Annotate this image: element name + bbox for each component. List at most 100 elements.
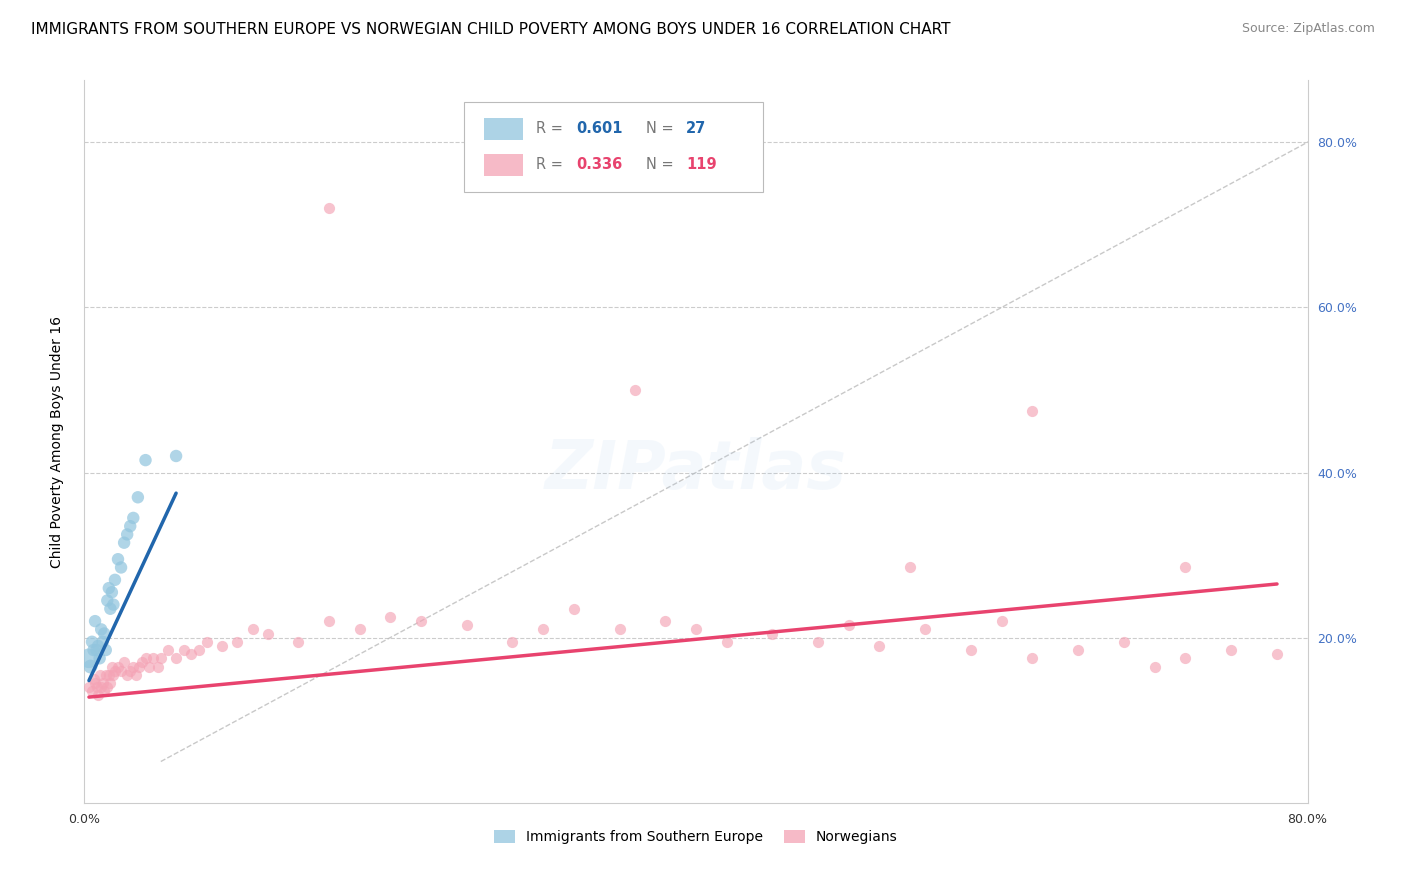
Point [115, 527, 138, 541]
Point [103, 598, 125, 612]
Point [1265, 647, 1288, 661]
Point [120, 664, 142, 678]
Point [127, 490, 149, 504]
Point [125, 668, 148, 682]
Point [97, 581, 120, 595]
Text: 27: 27 [686, 121, 706, 136]
Point [195, 634, 218, 648]
Y-axis label: Child Poverty Among Boys Under 16: Child Poverty Among Boys Under 16 [49, 316, 63, 567]
Point [101, 659, 124, 673]
Text: ZIPatlas: ZIPatlas [546, 437, 846, 503]
Text: 0.601: 0.601 [576, 121, 623, 136]
Point [188, 643, 211, 657]
Point [1067, 643, 1090, 657]
Point [349, 623, 371, 637]
Point [79, 659, 101, 673]
Point [287, 634, 309, 648]
Text: 0.336: 0.336 [576, 157, 623, 172]
Point [77, 680, 100, 694]
Point [87, 639, 110, 653]
Point [807, 634, 830, 648]
Point [135, 651, 157, 665]
Point [91, 634, 114, 648]
Point [149, 651, 172, 665]
Point [456, 618, 478, 632]
Point [409, 614, 432, 628]
Point [89, 668, 111, 682]
Point [502, 634, 524, 648]
Point [131, 656, 153, 670]
Point [90, 680, 112, 694]
FancyBboxPatch shape [464, 102, 763, 193]
Point [87, 689, 110, 703]
Point [110, 560, 132, 574]
Point [624, 383, 647, 397]
Point [562, 601, 585, 615]
Point [84, 676, 107, 690]
Point [226, 634, 249, 648]
Point [1220, 643, 1243, 657]
Point [914, 623, 936, 637]
Point [93, 684, 115, 698]
Point [173, 643, 195, 657]
Point [104, 664, 127, 678]
Point [96, 593, 118, 607]
Point [838, 618, 860, 632]
Point [211, 639, 233, 653]
Point [869, 639, 891, 653]
Point [83, 672, 105, 686]
Point [1143, 659, 1166, 673]
Text: 119: 119 [686, 157, 717, 172]
Point [80, 684, 103, 698]
Point [115, 668, 138, 682]
Text: N =: N = [645, 157, 678, 172]
Point [122, 659, 145, 673]
Point [242, 623, 264, 637]
Point [97, 668, 120, 682]
Point [157, 643, 180, 657]
Point [77, 651, 100, 665]
Point [107, 552, 129, 566]
Point [1174, 560, 1197, 574]
Text: R =: R = [536, 157, 567, 172]
Point [138, 659, 160, 673]
Point [90, 623, 112, 637]
Point [112, 535, 135, 549]
Point [165, 449, 187, 463]
Point [86, 680, 108, 694]
Point [103, 668, 125, 682]
Point [960, 643, 983, 657]
Legend: Immigrants from Southern Europe, Norwegians: Immigrants from Southern Europe, Norwegi… [489, 824, 903, 850]
Point [898, 560, 921, 574]
Point [716, 634, 738, 648]
Point [257, 626, 280, 640]
Point [180, 647, 202, 661]
Point [89, 651, 111, 665]
Point [142, 651, 165, 665]
Point [107, 659, 129, 673]
Point [101, 585, 124, 599]
Point [531, 623, 554, 637]
Point [84, 614, 107, 628]
Point [685, 623, 707, 637]
Point [80, 634, 103, 648]
Point [110, 664, 132, 678]
Point [83, 643, 105, 657]
Point [122, 511, 145, 525]
Point [318, 201, 340, 215]
Point [380, 610, 402, 624]
Text: R =: R = [536, 121, 567, 136]
Point [86, 643, 108, 657]
Point [609, 623, 631, 637]
Text: IMMIGRANTS FROM SOUTHERN EUROPE VS NORWEGIAN CHILD POVERTY AMONG BOYS UNDER 16 C: IMMIGRANTS FROM SOUTHERN EUROPE VS NORWE… [31, 22, 950, 37]
Text: Source: ZipAtlas.com: Source: ZipAtlas.com [1241, 22, 1375, 36]
Point [1174, 651, 1197, 665]
Point [120, 519, 142, 533]
Text: N =: N = [645, 121, 678, 136]
Point [98, 601, 121, 615]
Point [93, 626, 115, 640]
Point [165, 651, 187, 665]
Point [128, 659, 150, 673]
Point [1021, 403, 1043, 417]
Point [146, 659, 169, 673]
